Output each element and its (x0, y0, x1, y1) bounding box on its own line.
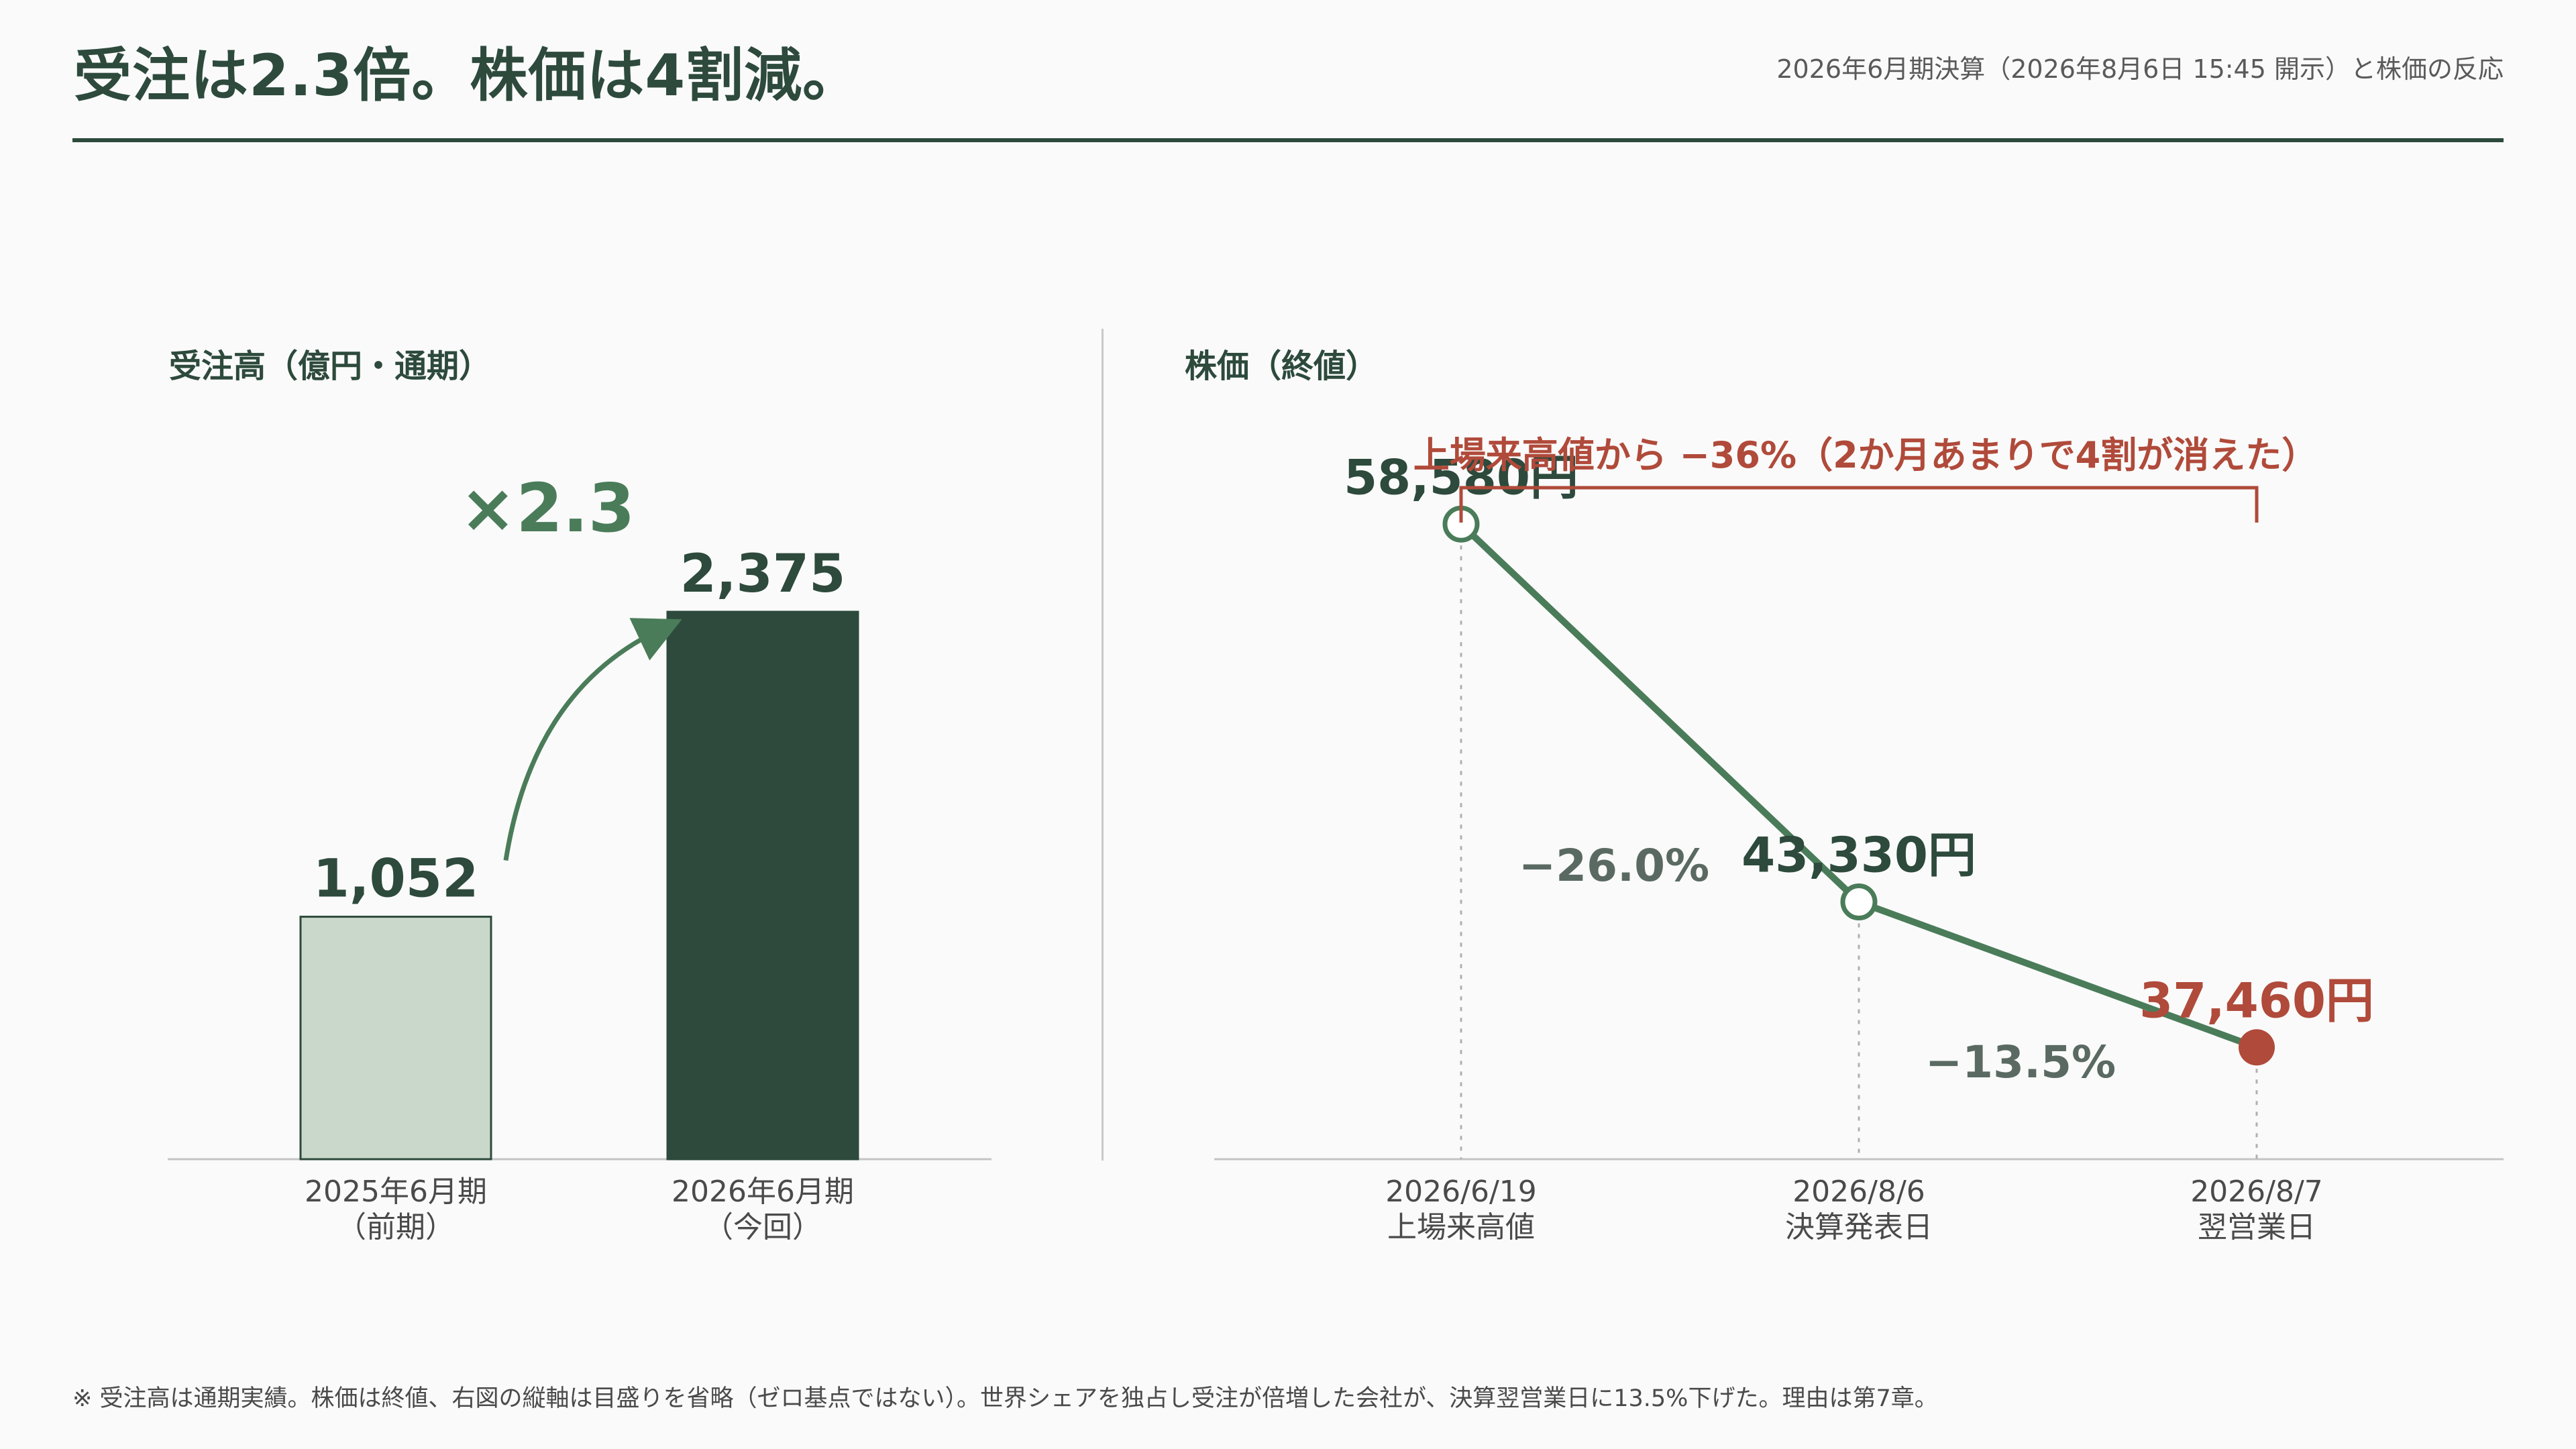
line-x-tick-label-2: 2026/8/7 (2190, 1175, 2323, 1209)
line-x-sublabel-2: 翌営業日 (2198, 1210, 2316, 1244)
panel-divider (1102, 329, 1104, 1161)
drawdown-bracket (1459, 486, 2259, 523)
title-rule (72, 138, 2504, 142)
segment-change-label-1: −13.5% (1925, 1036, 2116, 1088)
bar-chart-title: 受注高（億円・通期） (169, 347, 492, 385)
line-chart-title: 株価（終値） (1185, 347, 1379, 385)
price-value-label-1: 43,330円 (1741, 827, 1976, 883)
line-x-sublabel-1: 決算発表日 (1785, 1210, 1933, 1244)
bar-1 (666, 610, 859, 1161)
drawdown-bracket-label: 上場来高値から −36%（2か月あまりで4割が消えた） (1413, 434, 2318, 476)
page-subtitle: 2026年6月期決算（2026年8月6日 15:45 開示）と株価の反応 (1776, 54, 2504, 84)
line-x-tick-label-1: 2026/8/6 (1792, 1175, 1925, 1209)
footnote: ※ 受注高は通期実績。株価は終値、右図の縦軸は目盛りを省略（ゼロ基点ではない）。… (72, 1385, 1938, 1412)
price-point-2 (2239, 1029, 2275, 1066)
growth-arrow (503, 618, 682, 861)
page-title: 受注は2.3倍。株価は4割減。 (74, 42, 861, 109)
bar-value-label-1: 2,375 (680, 544, 846, 604)
line-x-sublabel-0: 上場来高値 (1387, 1210, 1535, 1244)
price-point-1 (1840, 883, 1878, 921)
bar-value-label-0: 1,052 (313, 849, 479, 910)
bar-0 (299, 916, 492, 1161)
bar-category-label-0: 2025年6月期 (305, 1175, 487, 1209)
bar-category-sublabel-0: （前期） (337, 1210, 455, 1244)
growth-multiplier-label: ×2.3 (460, 469, 635, 547)
bar-category-sublabel-1: （今回） (704, 1210, 822, 1244)
line-x-tick-label-0: 2026/6/19 (1385, 1175, 1537, 1209)
bar-category-label-1: 2026年6月期 (672, 1175, 854, 1209)
price-value-label-2: 37,460円 (2139, 972, 2374, 1028)
segment-change-label-0: −26.0% (1519, 840, 1709, 892)
